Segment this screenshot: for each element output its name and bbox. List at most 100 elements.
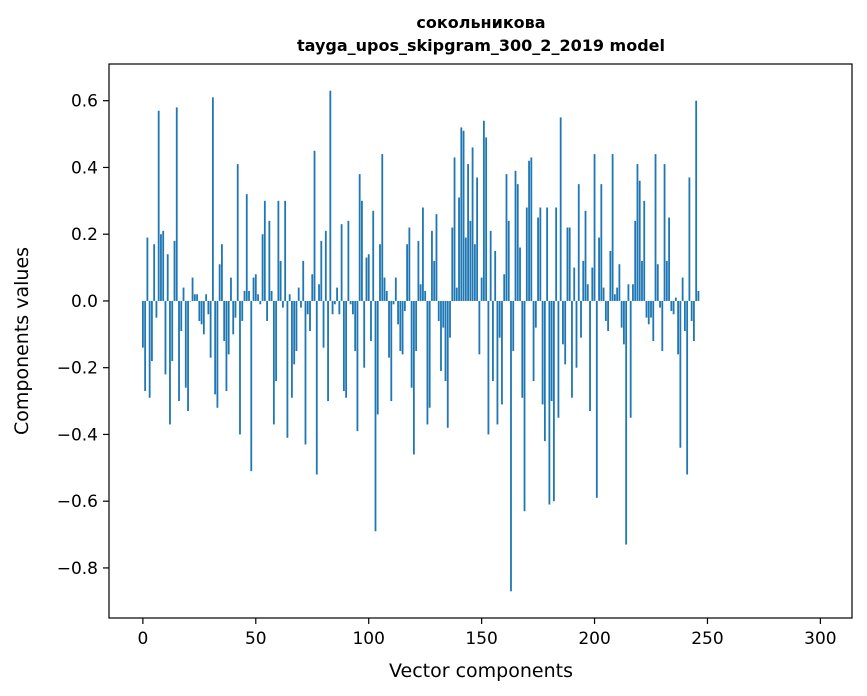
bar [665, 260, 668, 301]
bar [207, 300, 210, 315]
bar [372, 210, 375, 301]
bar [340, 224, 343, 301]
bar [647, 300, 650, 325]
bar [451, 227, 454, 301]
bar [584, 210, 587, 301]
y-tick-label: −0.8 [57, 559, 98, 579]
bar [392, 300, 395, 305]
bar [487, 300, 490, 435]
bar [625, 300, 628, 545]
bar [358, 174, 361, 301]
bar [611, 154, 614, 301]
bar [243, 290, 246, 301]
x-tick-label: 100 [352, 629, 384, 649]
bar [225, 300, 228, 392]
bar [333, 300, 336, 305]
bar [281, 300, 284, 308]
bar [498, 300, 501, 338]
bar [241, 300, 244, 321]
bar [489, 230, 492, 301]
bar [288, 294, 291, 301]
bar [670, 300, 673, 311]
bar [521, 300, 524, 398]
bar [214, 300, 217, 395]
bar [403, 300, 406, 311]
bar [600, 184, 603, 301]
bar [148, 300, 151, 398]
bar [681, 277, 684, 301]
bar [311, 274, 314, 301]
bar [595, 300, 598, 498]
bar [618, 264, 621, 301]
bar [638, 180, 641, 301]
bar [171, 300, 174, 362]
bar [381, 154, 384, 301]
bar [507, 220, 510, 301]
bar [331, 300, 334, 315]
bar [449, 300, 451, 338]
bar [604, 300, 607, 321]
bar [476, 177, 479, 301]
bar [478, 300, 481, 355]
bar [482, 120, 485, 301]
bar [516, 184, 519, 301]
bar [471, 147, 474, 301]
bar [239, 300, 241, 435]
bar [169, 300, 171, 425]
bar [519, 247, 521, 301]
bar [433, 260, 436, 301]
y-tick-label: −0.6 [57, 492, 98, 512]
bar [279, 260, 282, 301]
bar [528, 160, 530, 301]
bar [309, 300, 311, 331]
bar [460, 127, 463, 301]
bar [216, 300, 219, 408]
bar [345, 300, 348, 398]
bar [144, 300, 147, 392]
bar [342, 300, 345, 392]
bar [562, 300, 564, 345]
bar [232, 300, 235, 335]
bar [196, 294, 198, 301]
x-tick-label: 300 [804, 629, 836, 649]
x-axis-ticks: 0 50 100 150 200 250 300 [137, 618, 837, 649]
bar [654, 154, 657, 301]
bar [347, 220, 350, 301]
bar [541, 300, 544, 405]
bar [469, 220, 472, 301]
bar [575, 300, 578, 368]
bar [352, 300, 354, 315]
bar [503, 274, 506, 301]
bar [293, 300, 296, 365]
x-tick-label: 150 [465, 629, 497, 649]
x-tick-label: 0 [137, 629, 148, 649]
bar [419, 284, 422, 301]
bar [634, 220, 637, 301]
bar [284, 200, 287, 301]
bar [616, 287, 619, 301]
bar [302, 260, 305, 301]
bar [223, 300, 226, 341]
bar [473, 244, 476, 301]
bar [464, 237, 467, 301]
bar [663, 164, 666, 301]
bar [428, 300, 431, 408]
bar [559, 117, 562, 301]
bar [320, 240, 323, 301]
bar [668, 217, 670, 301]
bar [327, 300, 329, 402]
bar [530, 157, 533, 301]
bar [189, 300, 192, 302]
bar [659, 300, 661, 308]
bar [525, 207, 528, 301]
bar [236, 164, 239, 301]
x-tick-label: 250 [691, 629, 723, 649]
bar [367, 254, 370, 301]
bar [645, 300, 648, 318]
bar [652, 300, 655, 341]
bar [641, 260, 643, 301]
bar [306, 300, 309, 315]
bar [349, 300, 352, 305]
bar [297, 287, 300, 301]
